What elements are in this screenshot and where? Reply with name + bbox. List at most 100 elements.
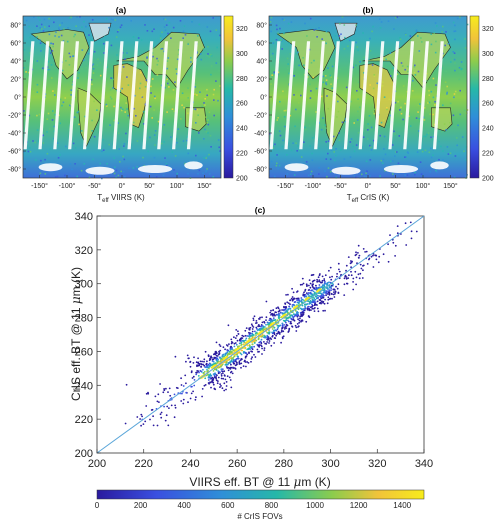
map-speckle — [454, 90, 457, 93]
x-tick-label: 340 — [415, 458, 433, 470]
scatter-point — [281, 312, 284, 314]
map-speckle — [321, 38, 323, 40]
scatter-point — [313, 279, 316, 282]
panel-a-lon-ticks: -150° -100° -50° 0° 50° 100° 150° — [31, 175, 212, 190]
map-speckle — [123, 143, 126, 145]
map-speckle — [434, 104, 436, 106]
scatter-point — [215, 341, 218, 344]
swath-gap — [172, 41, 183, 150]
scatter-point — [244, 329, 247, 332]
map-speckle — [101, 177, 103, 180]
map-speckle — [156, 63, 159, 66]
scatter-point — [265, 323, 267, 326]
scatter-point — [236, 339, 239, 342]
scatter-point — [298, 302, 300, 305]
scatter-point — [160, 416, 163, 419]
map-speckle — [459, 97, 462, 100]
map-speckle — [410, 116, 413, 118]
map-speckle — [458, 78, 461, 81]
scatter-point — [174, 406, 177, 409]
scatter-point — [215, 377, 218, 380]
map-speckle — [152, 47, 155, 49]
map-speckle — [351, 166, 354, 168]
map-speckle — [392, 67, 394, 70]
scatter-point — [214, 350, 217, 353]
map-speckle — [130, 20, 132, 22]
map-speckle — [290, 21, 293, 23]
scatter-point — [311, 307, 314, 310]
map-speckle — [458, 66, 461, 69]
scatter-point — [269, 319, 272, 322]
map-speckle — [434, 100, 436, 103]
scatter-point — [220, 377, 223, 380]
map-speckle — [381, 162, 384, 164]
scatter-point — [317, 297, 320, 299]
scatter-point — [225, 361, 228, 363]
scatter-point — [225, 385, 228, 387]
map-speckle — [163, 18, 165, 20]
map-speckle — [383, 135, 386, 138]
scatter-point — [205, 366, 208, 369]
panel-b-lon-ticks: -150° -100° -50° 0° 50° 100° 150° — [277, 175, 458, 190]
scatter-point — [237, 333, 240, 335]
map-speckle — [153, 28, 155, 30]
scatter-point — [195, 361, 198, 364]
scatter-point — [169, 394, 172, 397]
map-speckle — [363, 56, 365, 59]
map-speckle — [65, 145, 67, 148]
scatter-point — [162, 391, 165, 394]
map-speckle — [423, 107, 426, 109]
map-speckle — [183, 25, 186, 27]
scatter-point — [364, 251, 366, 253]
map-speckle — [91, 19, 94, 21]
map-speckle — [277, 32, 279, 35]
map-speckle — [454, 155, 457, 157]
map-speckle — [151, 52, 154, 54]
map-speckle — [318, 147, 320, 150]
scatter-point — [254, 330, 256, 333]
scatter-point — [284, 306, 287, 309]
map-speckle — [356, 119, 359, 121]
panel-b-lat-ticks: 80°60°40°20°0°-20°-40°-60°-80° — [254, 22, 272, 174]
map-speckle — [432, 77, 435, 80]
map-speckle — [70, 89, 73, 91]
scatter-point — [277, 326, 279, 329]
map-speckle — [85, 25, 87, 28]
map-speckle — [435, 84, 437, 86]
scatter-point — [237, 357, 240, 360]
map-speckle — [379, 134, 381, 137]
map-speckle — [421, 148, 423, 150]
map-speckle — [359, 176, 361, 179]
map-speckle — [365, 175, 367, 178]
map-speckle — [361, 173, 363, 176]
map-speckle — [91, 119, 93, 122]
scatter-point — [219, 386, 221, 388]
scatter-point — [208, 359, 211, 362]
scatter-point — [220, 373, 223, 375]
scatter-point — [296, 312, 299, 315]
map-speckle — [376, 82, 379, 85]
scatter-point — [251, 337, 253, 340]
map-speckle — [322, 125, 325, 128]
scatter-point — [205, 365, 208, 367]
scatter-point — [240, 358, 243, 360]
scatter-point — [289, 320, 292, 323]
map-speckle — [278, 164, 281, 167]
map-speckle — [415, 30, 418, 33]
map-speckle — [193, 108, 196, 110]
scatter-point — [336, 287, 339, 290]
scatter-point — [226, 345, 229, 347]
map-speckle — [337, 110, 340, 113]
scatter-point — [343, 283, 346, 286]
scatter-point — [350, 266, 352, 269]
map-speckle — [455, 137, 458, 139]
map-speckle — [43, 26, 46, 28]
scatter-point — [223, 374, 226, 376]
scatter-point — [280, 341, 282, 344]
map-speckle — [132, 36, 135, 38]
y-tick-label: 320 — [75, 245, 93, 257]
map-speckle — [304, 22, 306, 25]
scatter-point — [320, 294, 323, 297]
scatter-point — [354, 270, 357, 273]
map-speckle — [205, 116, 207, 118]
